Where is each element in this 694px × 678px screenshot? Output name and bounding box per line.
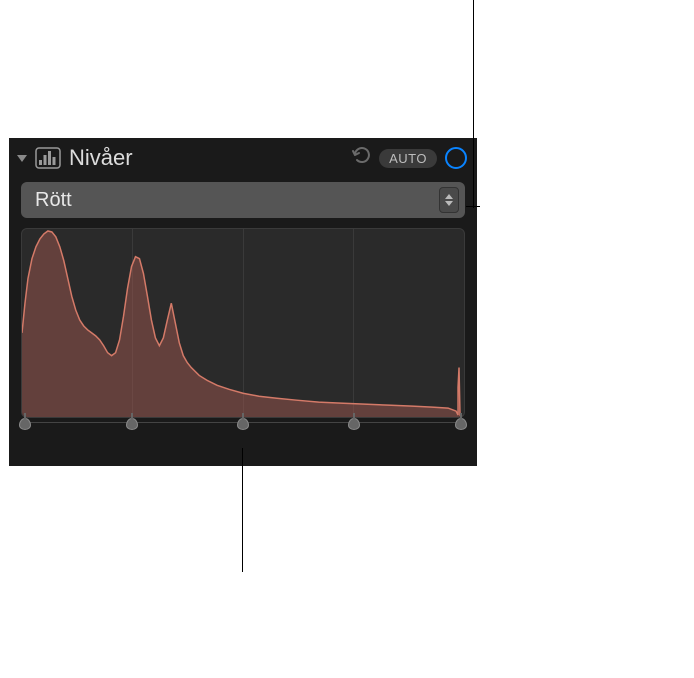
levels-panel: Nivåer AUTO Rött — [9, 138, 477, 466]
slider-handle-4[interactable] — [455, 418, 467, 430]
slider-handle-2[interactable] — [237, 418, 249, 430]
slider-handle-3[interactable] — [348, 418, 360, 430]
dropdown-selected: Rött — [35, 189, 439, 212]
callout-line — [242, 448, 243, 572]
auto-button[interactable]: AUTO — [379, 149, 437, 168]
callout-tick — [466, 206, 480, 207]
disclosure-triangle[interactable] — [17, 155, 27, 162]
slider-handle-1[interactable] — [126, 418, 138, 430]
panel-title: Nivåer — [69, 145, 351, 171]
slider-handle-0[interactable] — [19, 418, 31, 430]
panel-header: Nivåer AUTO — [9, 138, 477, 178]
undo-icon[interactable] — [351, 146, 371, 170]
dropdown-stepper-icon — [439, 187, 459, 213]
enable-toggle[interactable] — [445, 147, 467, 169]
channel-dropdown[interactable]: Rött — [21, 182, 465, 218]
levels-sliders — [21, 418, 465, 436]
histogram-curve — [22, 229, 464, 417]
histogram[interactable] — [21, 228, 465, 418]
callout-line — [473, 0, 474, 208]
levels-icon — [35, 147, 61, 169]
